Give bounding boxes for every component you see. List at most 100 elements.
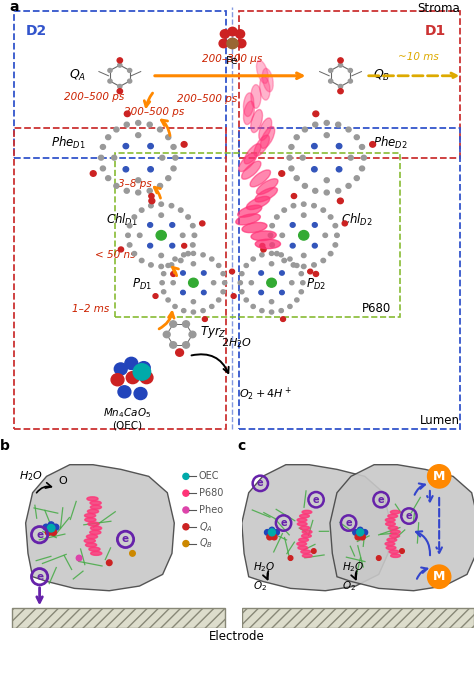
Circle shape (324, 133, 329, 138)
Bar (12, 608, 225, 628)
Ellipse shape (299, 538, 309, 542)
Ellipse shape (242, 223, 267, 233)
Circle shape (240, 290, 244, 294)
Ellipse shape (87, 509, 99, 513)
Circle shape (126, 371, 139, 384)
Circle shape (270, 243, 274, 247)
Ellipse shape (87, 497, 98, 500)
Circle shape (287, 155, 292, 160)
Circle shape (46, 530, 51, 536)
Circle shape (183, 524, 189, 530)
Circle shape (160, 155, 165, 160)
Text: OEC: OEC (199, 471, 219, 481)
Text: $Q_B$: $Q_B$ (199, 536, 212, 551)
Circle shape (114, 183, 119, 188)
Circle shape (313, 122, 318, 127)
Ellipse shape (297, 518, 307, 521)
Circle shape (244, 263, 248, 268)
Ellipse shape (256, 60, 268, 84)
Circle shape (124, 188, 129, 194)
Circle shape (210, 257, 214, 261)
Circle shape (269, 299, 273, 304)
Ellipse shape (385, 522, 395, 526)
Circle shape (201, 271, 206, 275)
Text: 200–500 ps: 200–500 ps (64, 92, 124, 103)
Circle shape (290, 243, 295, 248)
Text: $Chl_{D1}$: $Chl_{D1}$ (106, 212, 138, 228)
Circle shape (191, 261, 196, 265)
Circle shape (128, 223, 132, 228)
Ellipse shape (301, 534, 311, 538)
Ellipse shape (239, 152, 257, 172)
Circle shape (189, 331, 196, 337)
Text: Pheo: Pheo (199, 505, 223, 515)
Circle shape (300, 155, 305, 160)
Circle shape (137, 362, 150, 373)
Circle shape (108, 69, 112, 73)
Circle shape (182, 342, 190, 348)
Circle shape (201, 308, 205, 312)
Circle shape (118, 247, 124, 252)
Circle shape (149, 204, 153, 208)
Circle shape (302, 127, 308, 132)
Circle shape (282, 259, 286, 263)
Ellipse shape (385, 518, 395, 521)
Text: D1: D1 (425, 24, 447, 38)
Circle shape (336, 188, 341, 194)
Circle shape (376, 555, 381, 560)
Circle shape (267, 278, 276, 287)
Text: P680: P680 (199, 488, 223, 498)
Ellipse shape (90, 530, 101, 534)
Circle shape (338, 63, 343, 67)
Circle shape (346, 127, 351, 132)
Circle shape (269, 251, 273, 255)
Circle shape (159, 202, 164, 206)
Ellipse shape (85, 518, 96, 521)
Ellipse shape (244, 101, 255, 124)
Circle shape (227, 38, 238, 49)
Circle shape (311, 549, 316, 553)
Circle shape (337, 143, 342, 149)
Text: $Phe_{D1}$: $Phe_{D1}$ (51, 134, 85, 151)
Text: $Q_A$: $Q_A$ (199, 520, 212, 534)
Circle shape (192, 233, 197, 238)
Circle shape (148, 167, 153, 172)
Ellipse shape (91, 505, 101, 509)
Circle shape (189, 278, 198, 287)
Circle shape (336, 122, 341, 127)
Ellipse shape (86, 534, 98, 538)
Circle shape (191, 223, 195, 228)
Circle shape (249, 280, 254, 285)
Ellipse shape (91, 526, 101, 530)
Text: O: O (58, 476, 67, 486)
Circle shape (170, 320, 177, 327)
Circle shape (136, 178, 141, 183)
Circle shape (111, 373, 124, 386)
Circle shape (201, 291, 206, 295)
Circle shape (183, 507, 189, 513)
Circle shape (270, 223, 274, 228)
Ellipse shape (251, 85, 261, 109)
Circle shape (171, 166, 176, 171)
Circle shape (272, 534, 277, 540)
Circle shape (181, 142, 187, 147)
Ellipse shape (387, 538, 397, 542)
Ellipse shape (260, 77, 270, 100)
Circle shape (159, 213, 164, 217)
Text: c: c (237, 439, 246, 454)
Bar (242, 608, 474, 628)
Text: e: e (36, 572, 43, 582)
Circle shape (147, 188, 152, 194)
Circle shape (290, 223, 295, 227)
Text: $P_{D1}$: $P_{D1}$ (132, 277, 152, 293)
Circle shape (251, 257, 255, 261)
Circle shape (360, 534, 365, 540)
Circle shape (324, 120, 329, 126)
Circle shape (279, 308, 283, 312)
Circle shape (261, 247, 266, 252)
Text: $H_2O$: $H_2O$ (18, 469, 43, 483)
Circle shape (324, 178, 329, 183)
Circle shape (328, 215, 333, 219)
Circle shape (112, 155, 117, 160)
Circle shape (267, 534, 273, 540)
